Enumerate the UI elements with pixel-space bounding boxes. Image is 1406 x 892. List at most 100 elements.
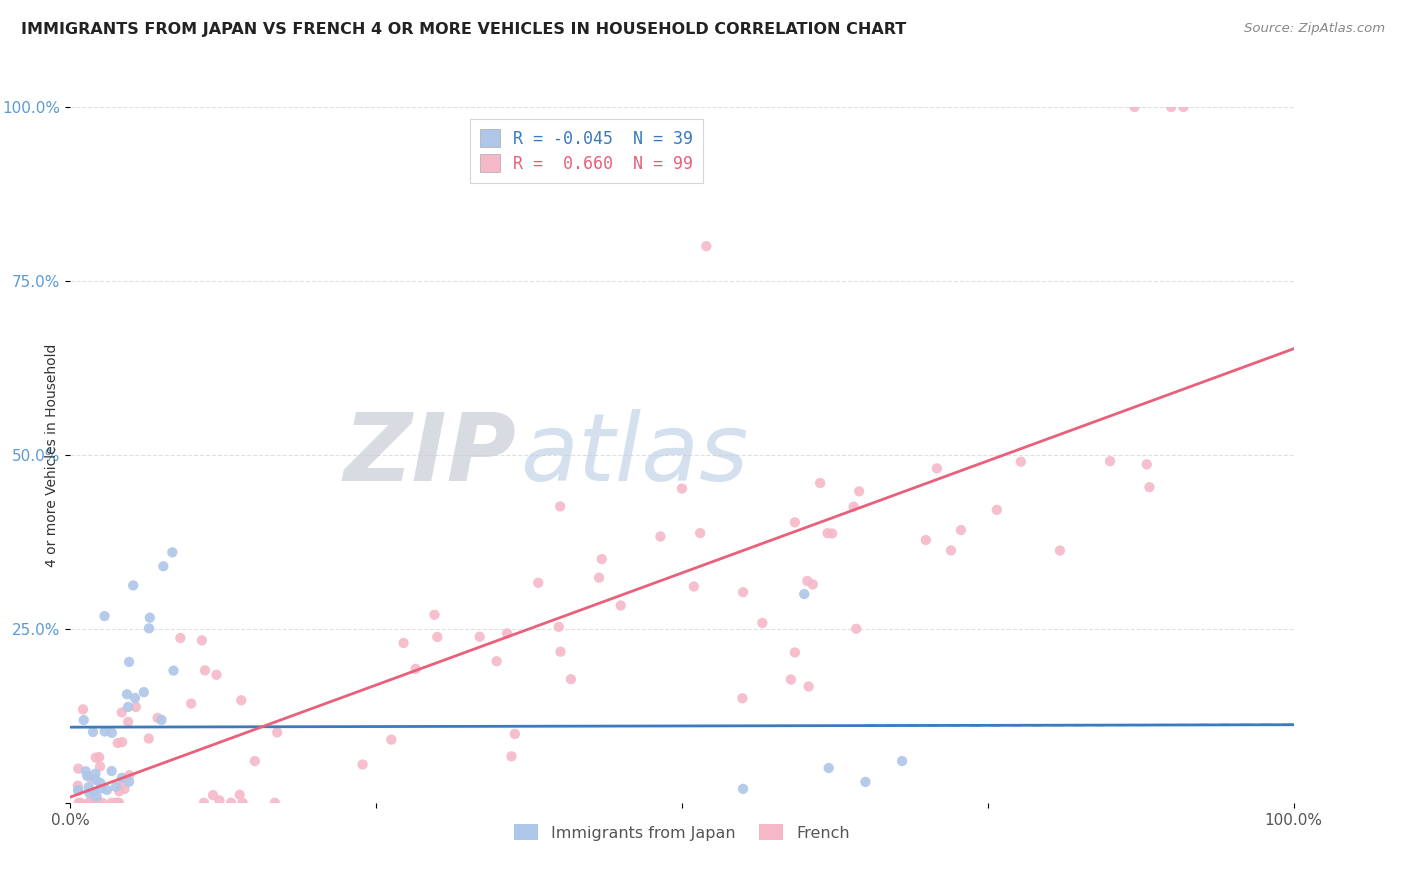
Point — [146, 711, 169, 725]
Point — [77, 780, 100, 794]
Point — [125, 700, 148, 714]
Point — [842, 500, 865, 514]
Point — [75, 764, 97, 779]
Point — [115, 687, 138, 701]
Point — [689, 526, 711, 541]
Point — [108, 796, 131, 810]
Point — [114, 782, 136, 797]
Point — [891, 754, 914, 768]
Point — [243, 754, 266, 768]
Point — [194, 664, 217, 678]
Text: Source: ZipAtlas.com: Source: ZipAtlas.com — [1244, 22, 1385, 36]
Point — [228, 788, 250, 802]
Text: ZIP: ZIP — [344, 409, 517, 501]
Point — [501, 749, 523, 764]
Point — [1139, 480, 1161, 494]
Point — [733, 585, 755, 599]
Point — [86, 796, 108, 810]
Point — [117, 714, 139, 729]
Point — [89, 750, 111, 764]
Point — [118, 768, 141, 782]
Point — [496, 626, 519, 640]
Point — [468, 630, 491, 644]
Point — [925, 461, 948, 475]
Point — [733, 781, 755, 796]
Point — [797, 680, 820, 694]
Point — [986, 503, 1008, 517]
Point — [232, 796, 254, 810]
Point — [111, 735, 134, 749]
Point — [949, 523, 972, 537]
Point — [205, 667, 228, 681]
Point — [1160, 100, 1182, 114]
Point — [231, 693, 253, 707]
Point — [780, 673, 803, 687]
Point — [219, 796, 242, 810]
Point — [67, 783, 90, 797]
Point — [1010, 455, 1032, 469]
Point — [695, 239, 717, 253]
Point — [845, 622, 868, 636]
Point — [77, 796, 100, 810]
Point — [191, 633, 214, 648]
Point — [104, 780, 127, 794]
Point — [80, 796, 103, 810]
Point — [783, 645, 806, 659]
Point — [111, 771, 134, 785]
Point — [801, 577, 824, 591]
Point — [610, 599, 633, 613]
Point — [84, 772, 107, 787]
Point — [124, 691, 146, 706]
Point — [69, 796, 91, 810]
Point — [808, 476, 831, 491]
Point — [731, 691, 754, 706]
Point — [96, 783, 118, 797]
Point — [132, 685, 155, 699]
Point — [914, 533, 936, 547]
Point — [380, 732, 402, 747]
Point — [86, 796, 108, 810]
Point — [91, 796, 114, 810]
Point — [108, 784, 131, 798]
Point — [683, 580, 706, 594]
Point — [266, 725, 288, 739]
Point — [122, 578, 145, 592]
Point — [89, 759, 111, 773]
Point — [67, 762, 90, 776]
Point — [87, 796, 110, 810]
Point — [162, 664, 184, 678]
Point — [821, 526, 844, 541]
Point — [180, 697, 202, 711]
Point — [67, 783, 90, 797]
Point — [72, 702, 94, 716]
Point — [560, 672, 582, 686]
Point — [82, 725, 104, 739]
Point — [79, 770, 101, 784]
Point — [138, 731, 160, 746]
Point — [117, 699, 139, 714]
Point — [83, 785, 105, 799]
Y-axis label: 4 or more Vehicles in Household: 4 or more Vehicles in Household — [45, 343, 59, 566]
Point — [817, 761, 839, 775]
Point — [423, 607, 446, 622]
Point — [101, 726, 124, 740]
Point — [89, 776, 111, 790]
Point — [855, 775, 877, 789]
Point — [1173, 100, 1195, 114]
Point — [162, 545, 184, 559]
Point — [751, 615, 773, 630]
Point — [104, 796, 127, 810]
Point — [485, 654, 508, 668]
Point — [263, 796, 285, 810]
Point — [793, 587, 815, 601]
Point — [671, 482, 693, 496]
Text: IMMIGRANTS FROM JAPAN VS FRENCH 4 OR MORE VEHICLES IN HOUSEHOLD CORRELATION CHAR: IMMIGRANTS FROM JAPAN VS FRENCH 4 OR MOR… — [21, 22, 907, 37]
Point — [550, 645, 572, 659]
Point — [84, 766, 107, 780]
Legend: Immigrants from Japan, French: Immigrants from Japan, French — [508, 818, 856, 847]
Point — [150, 713, 173, 727]
Point — [73, 713, 96, 727]
Point — [939, 543, 962, 558]
Point — [138, 621, 160, 635]
Point — [547, 620, 569, 634]
